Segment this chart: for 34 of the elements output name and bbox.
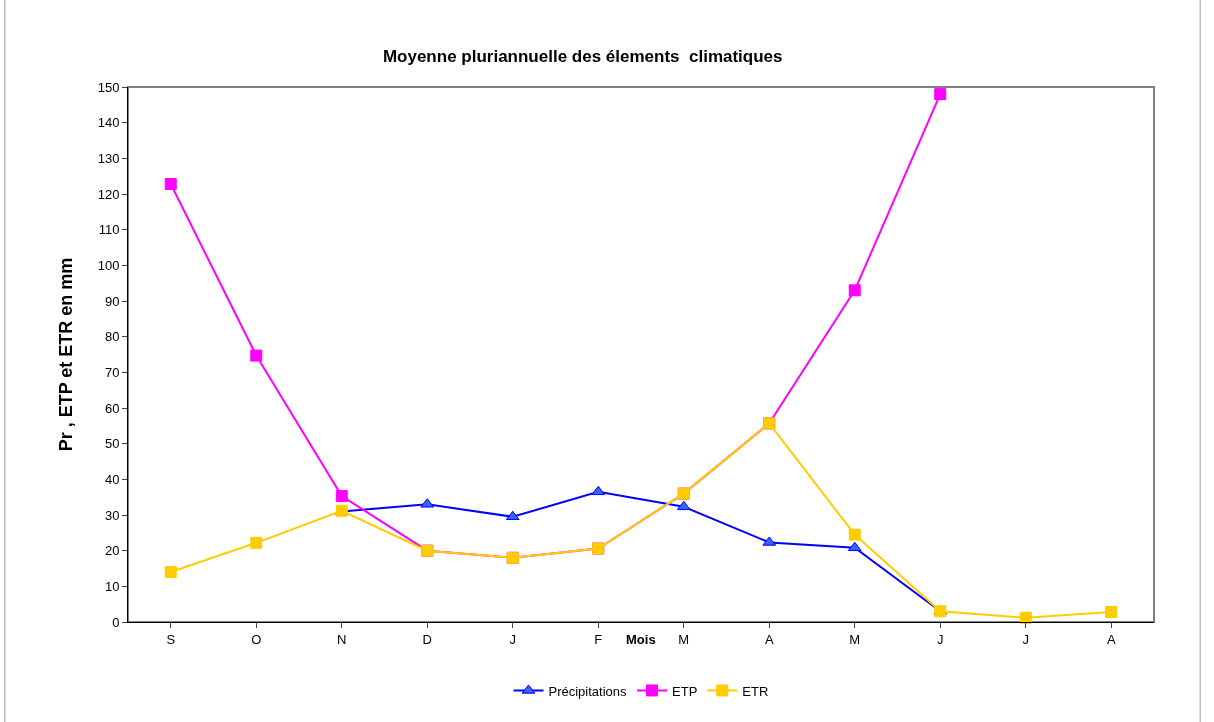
x-tick-label: J: [509, 631, 516, 647]
x-tick-label: O: [251, 631, 262, 647]
chart-title: Moyenne pluriannuelle des élements climatiques: [382, 47, 783, 67]
x-tick-label: F: [594, 631, 603, 647]
y-tick-label: 90: [104, 293, 120, 309]
y-axis-title: Pr , ETP et ETR en mm: [55, 257, 76, 452]
x-tick-label: J: [1022, 631, 1029, 647]
x-tick-label: M: [678, 631, 690, 647]
x-tick-label: D: [422, 631, 432, 647]
y-tick-label: 40: [104, 471, 120, 487]
y-tick-label: 60: [104, 400, 120, 416]
y-tick-label: 20: [104, 543, 120, 559]
y-tick-label: 150: [97, 79, 120, 95]
legend-label: ETR: [742, 683, 769, 699]
y-tick-label: 80: [104, 329, 120, 345]
x-axis-title: Mois: [626, 632, 656, 647]
y-tick-label: 130: [97, 150, 120, 166]
y-tick-label: 50: [104, 436, 120, 452]
y-tick-label: 140: [97, 115, 120, 131]
y-tick-label: 100: [97, 257, 120, 273]
y-tick-label: 10: [104, 578, 120, 594]
y-tick-label: 110: [98, 222, 120, 238]
y-tick-label: 70: [104, 364, 120, 380]
legend-label: Précipitations: [548, 683, 628, 699]
x-tick-label: M: [849, 631, 861, 647]
y-tick-label: 30: [104, 507, 120, 523]
legend-label: ETP: [672, 683, 698, 699]
x-tick-label: A: [764, 631, 774, 647]
y-tick-label: 0: [112, 614, 120, 630]
x-tick-label: A: [1106, 631, 1116, 647]
x-tick-label: N: [337, 631, 347, 647]
x-tick-label: S: [166, 631, 176, 647]
x-tick-label: J: [937, 631, 944, 647]
y-tick-label: 120: [97, 186, 120, 202]
